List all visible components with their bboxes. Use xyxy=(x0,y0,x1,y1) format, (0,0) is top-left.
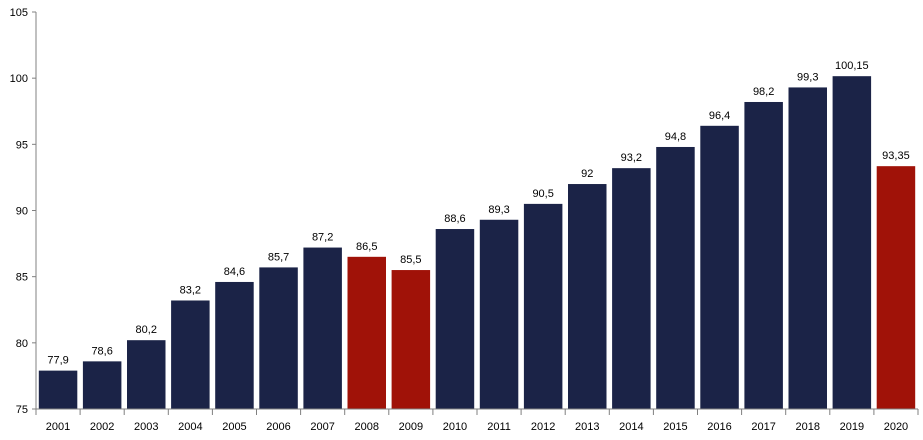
bar-2012 xyxy=(523,203,563,409)
value-label-2017: 98,2 xyxy=(753,86,774,98)
value-label-2013: 92 xyxy=(581,168,593,180)
bar-2010 xyxy=(435,229,475,409)
bar-2015 xyxy=(656,146,695,410)
value-label-2015: 94,8 xyxy=(665,131,686,143)
value-label-2005: 84,6 xyxy=(224,266,245,278)
x-tick-label-2017: 2017 xyxy=(751,421,775,433)
x-tick-label-2003: 2003 xyxy=(134,421,158,433)
bar-2005 xyxy=(215,281,254,409)
x-axis: 2001 2002 2003 2004 2005 2006 2007 2008 2009 2010… xyxy=(35,408,919,433)
y-tick-label: 105 xyxy=(10,7,28,19)
bar-2009 xyxy=(391,270,431,409)
value-label-2012: 90,5 xyxy=(532,188,553,200)
y-tick-label: 100 xyxy=(10,73,28,85)
value-labels: 77,9 78,6 80,2 83,2 84,6 85,7 87,2 86,5 85,5 88,6… xyxy=(47,60,909,366)
value-label-2002: 78,6 xyxy=(91,345,112,357)
y-tick-label: 85 xyxy=(16,272,28,284)
bar-2013 xyxy=(568,184,607,409)
value-label-2006: 85,7 xyxy=(268,251,289,263)
bar-2016 xyxy=(700,125,739,409)
value-label-2011: 89,3 xyxy=(488,204,509,216)
x-tick-label-2009: 2009 xyxy=(399,421,423,433)
y-tick-label: 80 xyxy=(16,338,28,350)
y-tick-label: 90 xyxy=(16,206,28,218)
value-label-2020: 93,35 xyxy=(882,150,910,162)
value-label-2009: 85,5 xyxy=(400,254,421,266)
bar-2003 xyxy=(127,340,166,409)
value-label-2003: 80,2 xyxy=(136,324,157,336)
value-label-2016: 96,4 xyxy=(709,110,730,122)
bar-2017 xyxy=(744,101,783,409)
x-tick-label-2015: 2015 xyxy=(663,421,687,433)
x-tick-label-2019: 2019 xyxy=(840,421,864,433)
value-label-2001: 77,9 xyxy=(47,355,68,367)
x-tick-label-2005: 2005 xyxy=(222,421,246,433)
value-label-2019: 100,15 xyxy=(835,60,869,72)
x-tick-label-2020: 2020 xyxy=(884,421,908,433)
x-tick-label-2008: 2008 xyxy=(355,421,379,433)
bar-2014 xyxy=(612,168,651,409)
bar-2007 xyxy=(303,247,342,409)
bar-2002 xyxy=(82,361,122,409)
y-axis: 75 80 85 90 95 100 105 xyxy=(10,7,37,416)
x-tick-label-2013: 2013 xyxy=(575,421,599,433)
bars xyxy=(38,76,916,410)
x-tick-label-2002: 2002 xyxy=(90,421,114,433)
y-tick-label: 75 xyxy=(16,404,28,416)
bar-2018 xyxy=(788,87,827,410)
x-tick-label-2014: 2014 xyxy=(619,421,643,433)
value-label-2008: 86,5 xyxy=(356,241,377,253)
value-label-2018: 99,3 xyxy=(797,71,818,83)
bar-2011 xyxy=(479,219,519,409)
bar-2001 xyxy=(38,370,78,409)
x-tick-label-2006: 2006 xyxy=(266,421,290,433)
x-tick-label-2011: 2011 xyxy=(487,421,511,433)
value-label-2004: 83,2 xyxy=(180,284,201,296)
x-tick-label-2012: 2012 xyxy=(531,421,555,433)
x-tick-label-2004: 2004 xyxy=(178,421,202,433)
value-label-2010: 88,6 xyxy=(444,213,465,225)
value-label-2014: 93,2 xyxy=(621,152,642,164)
x-tick-label-2010: 2010 xyxy=(443,421,467,433)
x-tick-label-2016: 2016 xyxy=(707,421,731,433)
bar-2020 xyxy=(876,166,916,409)
y-tick-label: 95 xyxy=(16,139,28,151)
x-tick-label-2018: 2018 xyxy=(796,421,820,433)
x-tick-label-2001: 2001 xyxy=(46,421,70,433)
bar-2019 xyxy=(832,76,872,409)
bar-2008 xyxy=(347,256,386,409)
bar-2006 xyxy=(259,267,298,409)
x-tick-label-2007: 2007 xyxy=(310,421,334,433)
value-label-2007: 87,2 xyxy=(312,232,333,244)
bar-2004 xyxy=(171,300,210,409)
